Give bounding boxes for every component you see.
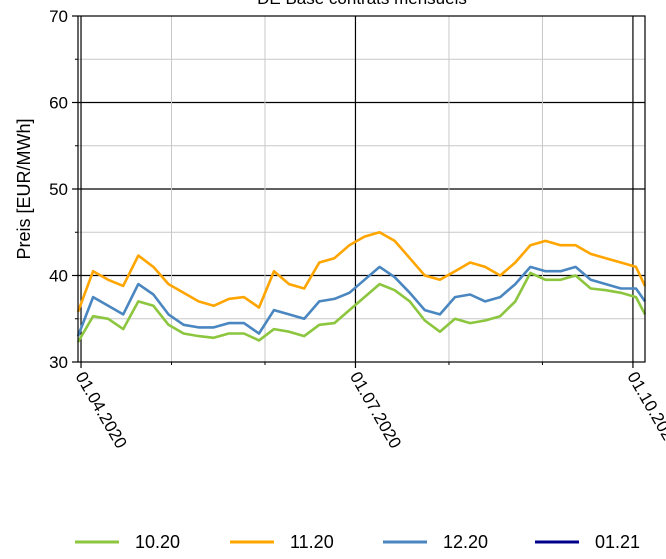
legend-item: 10.20 [75, 532, 180, 552]
legend: 10.20 11.20 12.20 01.21 [75, 532, 640, 552]
legend-item: 12.20 [383, 532, 488, 552]
series-line-12-20 [76, 265, 647, 337]
y-tick-label: 60 [49, 94, 68, 113]
legend-label: 01.21 [595, 532, 640, 552]
series-line-11-20 [76, 231, 647, 313]
chart-title: DE Base contrats mensuels [257, 0, 467, 8]
legend-label: 12.20 [443, 532, 488, 552]
legend-label: 10.20 [135, 532, 180, 552]
y-tick-label: 30 [49, 353, 68, 372]
series-line-10-20 [76, 271, 647, 343]
y-tick-label: 70 [49, 7, 68, 26]
y-axis-label: Preis [EUR/MWh] [14, 118, 34, 259]
x-axis: 01.04.2020 01.07.2020 01.10.2020 [72, 362, 666, 452]
y-tick-label: 40 [49, 267, 68, 286]
legend-label: 11.20 [290, 532, 334, 552]
x-tick-label: 01.10.2020 [623, 369, 666, 452]
x-tick-label: 01.04.2020 [72, 369, 131, 452]
grid [78, 16, 645, 362]
legend-item: 01.21 [535, 532, 640, 552]
x-tick-label: 01.07.2020 [346, 369, 405, 452]
legend-item: 11.20 [230, 532, 334, 552]
y-axis: 30 40 50 60 70 [49, 7, 78, 372]
series-lines [76, 231, 647, 343]
y-tick-label: 50 [49, 180, 68, 199]
